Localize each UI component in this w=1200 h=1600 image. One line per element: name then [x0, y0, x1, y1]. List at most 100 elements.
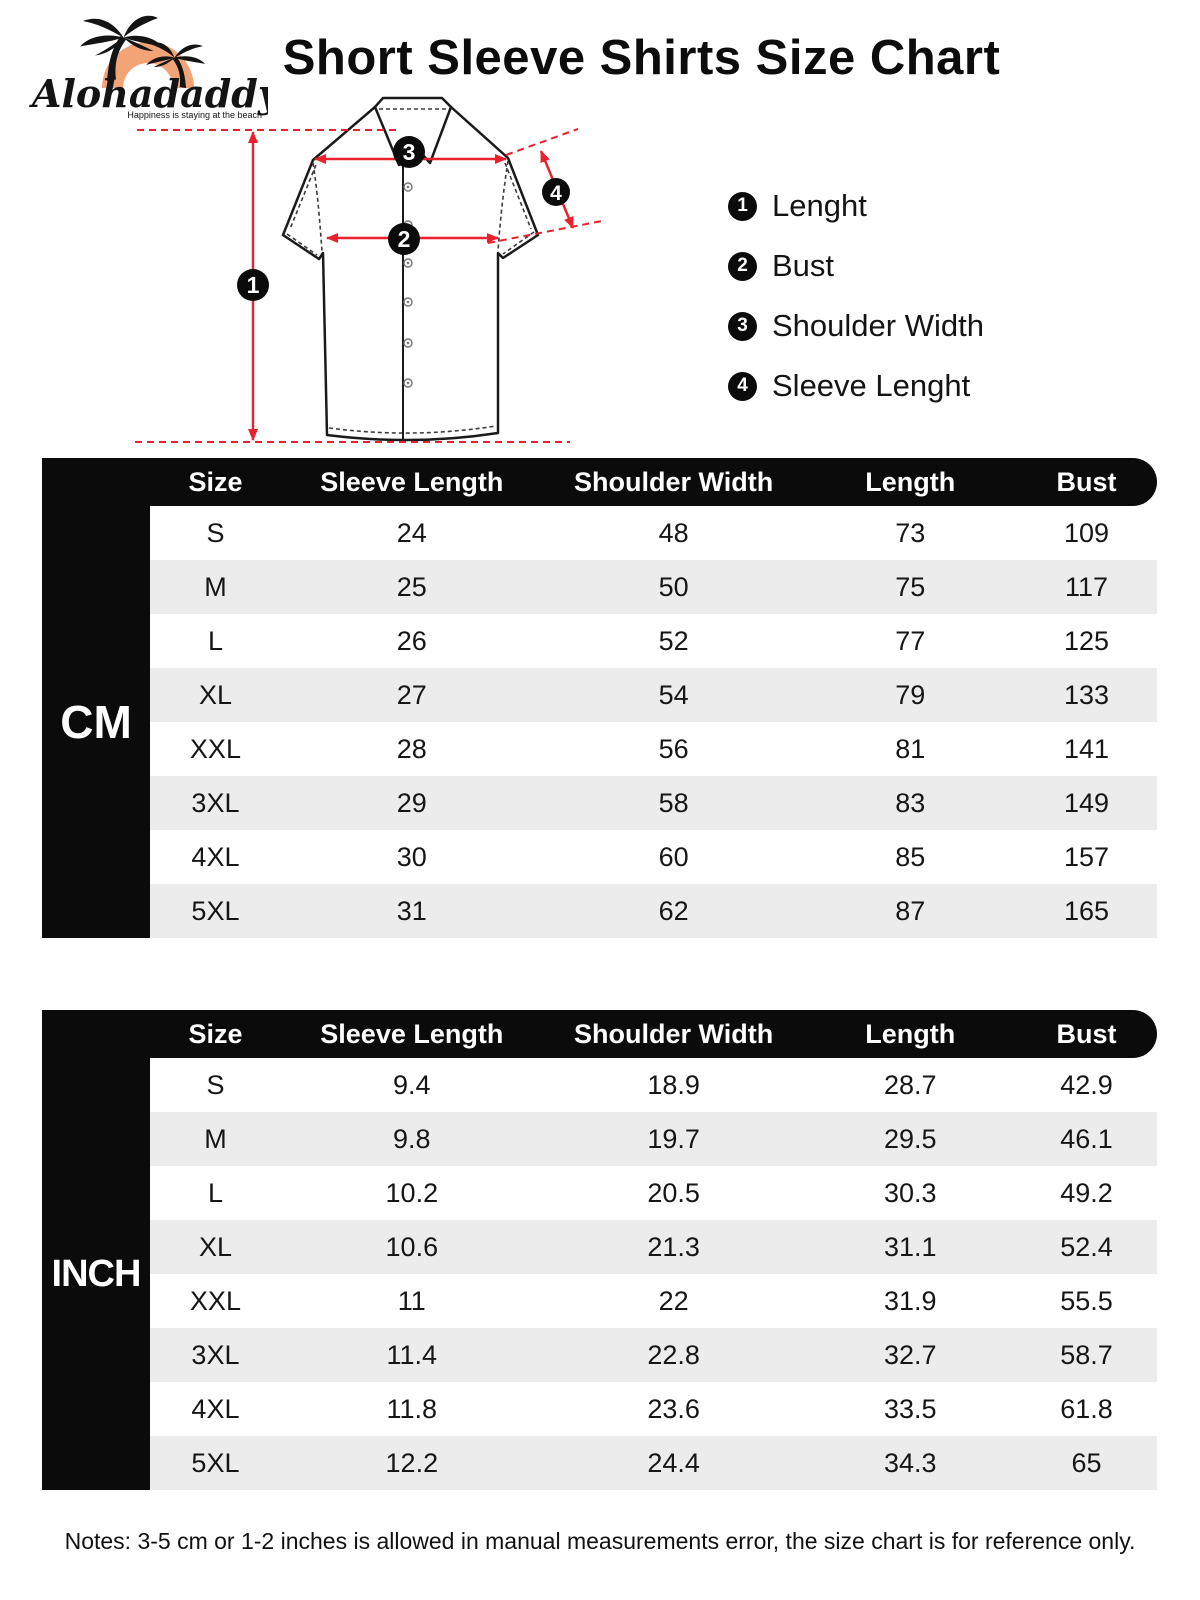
table-cell: 83 [895, 787, 926, 818]
table-row: XL 27 54 79 133 [150, 668, 1157, 722]
table-cell: 18.9 [647, 1069, 700, 1100]
table-row: 4XL 11.8 23.6 33.5 61.8 [150, 1382, 1157, 1436]
legend-label: Bust [772, 248, 835, 283]
table-cell: 5XL [191, 895, 240, 926]
shirt-measurement-diagram: 1 2 3 4 [135, 96, 603, 443]
table-cell: 19.7 [647, 1123, 700, 1154]
table-cell: 28.7 [883, 1069, 937, 1100]
table-cell: 4XL [191, 841, 240, 872]
column-header: Size [188, 1018, 243, 1049]
table-cell: XL [198, 679, 232, 710]
table-cell: 23.6 [647, 1393, 700, 1424]
table-cell: 31.1 [883, 1231, 937, 1262]
column-header: Sleeve Length [320, 1018, 504, 1049]
table-cell: 56 [658, 733, 689, 764]
table-cell: XL [198, 1231, 232, 1262]
legend-number-badge: 4 [728, 371, 757, 401]
table-cell: 87 [895, 895, 926, 926]
table-cell: L [207, 1177, 223, 1208]
table-cell: 125 [1063, 625, 1110, 656]
table-row: 3XL 29 58 83 149 [150, 776, 1157, 830]
table-cell: 141 [1063, 733, 1110, 764]
table-cell: 31 [396, 895, 427, 926]
table-cell: 58 [658, 787, 689, 818]
column-header: Sleeve Length [320, 466, 504, 497]
table-cell: 52.4 [1060, 1231, 1113, 1262]
legend-number-badge: 1 [728, 191, 757, 221]
table-cell: 3XL [191, 1339, 240, 1370]
table-cell: 133 [1063, 679, 1110, 710]
table-cell: 30 [396, 841, 427, 872]
table-row: S 9.4 18.9 28.7 42.9 [150, 1058, 1157, 1112]
table-cell: 34.3 [883, 1447, 937, 1478]
shirt-outline [281, 96, 540, 442]
measurement-marker-4: 4 [542, 178, 570, 206]
table-cell: 11 [397, 1285, 426, 1316]
table-cell: 22.8 [647, 1339, 700, 1370]
table-cell: 27 [396, 679, 427, 710]
table-row: 3XL 11.4 22.8 32.7 58.7 [150, 1328, 1157, 1382]
table-cell: 109 [1063, 517, 1110, 548]
table-row: M 25 50 75 117 [150, 560, 1157, 614]
table-row: M 9.8 19.7 29.5 46.1 [150, 1112, 1157, 1166]
table-body: S 9.4 18.9 28.7 42.9 M 9.8 19.7 29.5 46.1 L 10.2 20.… [150, 1058, 1157, 1490]
svg-text:1: 1 [247, 272, 260, 298]
table-cell: 10.2 [385, 1177, 439, 1208]
column-header: Bust [1056, 466, 1117, 497]
table-cell: 10.6 [385, 1231, 439, 1262]
table-cell: 58.7 [1060, 1339, 1113, 1370]
table-cell: 12.2 [385, 1447, 439, 1478]
table-cell: 11.8 [386, 1393, 438, 1424]
table-cell: 50 [658, 571, 689, 602]
measurement-marker-2: 2 [388, 223, 420, 255]
legend-item-bust: 2 Bust [728, 244, 984, 288]
palm-trees-icon [80, 15, 205, 89]
table-cell: 73 [895, 517, 926, 548]
shirt-seams [286, 108, 535, 434]
table-row: XL 10.6 21.3 31.1 52.4 [150, 1220, 1157, 1274]
table-cell: 77 [895, 625, 926, 656]
table-row: 5XL 12.2 24.4 34.3 65 [150, 1436, 1157, 1490]
table-cell: 25 [396, 571, 427, 602]
table-cell: 30.3 [883, 1177, 937, 1208]
table-header-row: Size Sleeve Length Shoulder Width Length Bus… [42, 1010, 1157, 1058]
table-cell: 62 [658, 895, 689, 926]
table-cell: 61.8 [1060, 1393, 1113, 1424]
table-body: S 24 48 73 109 M 25 50 75 117 L 26 52 77 125 XL 27 54 79 13… [150, 506, 1157, 938]
table-cell: 31.9 [883, 1285, 937, 1316]
column-header: Length [865, 466, 956, 497]
table-cell: XXL [189, 1285, 241, 1316]
unit-label-inch: INCH [42, 1058, 150, 1490]
table-cell: 46.1 [1060, 1123, 1113, 1154]
svg-text:4: 4 [550, 182, 562, 205]
table-cell: L [207, 625, 223, 656]
legend-item-sleeve-length: 4 Sleeve Lenght [728, 364, 984, 408]
table-cell: 52 [658, 625, 689, 656]
brand-tagline: Happiness is staying at the beach [127, 110, 262, 120]
table-cell: 20.5 [647, 1177, 700, 1208]
table-row: 4XL 30 60 85 157 [150, 830, 1157, 884]
table-row: XXL 28 56 81 141 [150, 722, 1157, 776]
table-cell: 33.5 [883, 1393, 937, 1424]
table-cell: S [206, 517, 225, 548]
table-cell: 24.4 [647, 1447, 700, 1478]
size-table-cm: Size Sleeve Length Shoulder Width Length Bus… [42, 458, 1157, 938]
column-header: Shoulder Width [574, 1018, 774, 1049]
table-cell: 22 [658, 1285, 689, 1316]
table-cell: 24 [396, 517, 427, 548]
table-cell: 149 [1063, 787, 1110, 818]
measurement-marker-1: 1 [237, 269, 269, 301]
table-cell: S [206, 1069, 225, 1100]
table-row: L 26 52 77 125 [150, 614, 1157, 668]
brand-name: Alohadaddy [29, 71, 268, 116]
table-cell: XXL [189, 733, 241, 764]
table-cell: 9.8 [393, 1123, 431, 1154]
table-cell: 165 [1063, 895, 1110, 926]
table-row: L 10.2 20.5 30.3 49.2 [150, 1166, 1157, 1220]
brand-logo: Alohadaddy Happiness is staying at the b… [29, 15, 268, 120]
table-cell: 42.9 [1060, 1069, 1113, 1100]
table-cell: 26 [396, 625, 427, 656]
table-cell: 21.3 [647, 1231, 700, 1262]
page-title: Short Sleeve Shirts Size Chart [282, 31, 1001, 85]
